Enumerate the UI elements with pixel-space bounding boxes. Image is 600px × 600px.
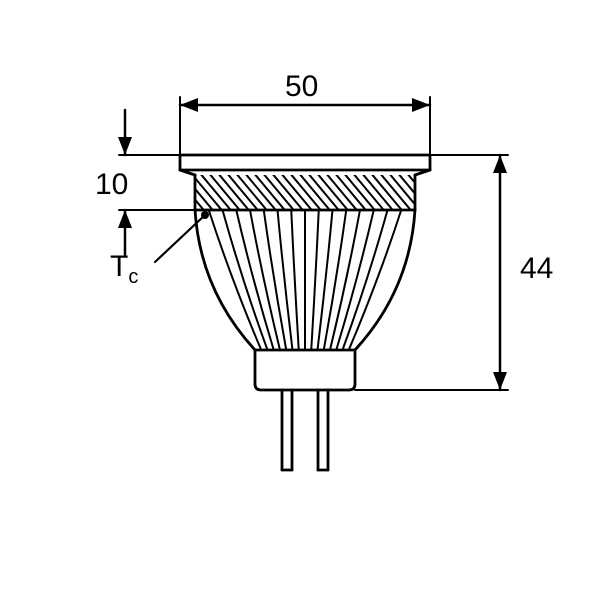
tc-base: T — [110, 250, 128, 283]
dim-flange-label: 10 — [95, 168, 128, 202]
dim-width-label: 50 — [285, 70, 318, 104]
tc-label: Tc — [110, 250, 138, 289]
tc-sub: c — [128, 266, 138, 288]
dim-height-label: 44 — [520, 252, 553, 286]
